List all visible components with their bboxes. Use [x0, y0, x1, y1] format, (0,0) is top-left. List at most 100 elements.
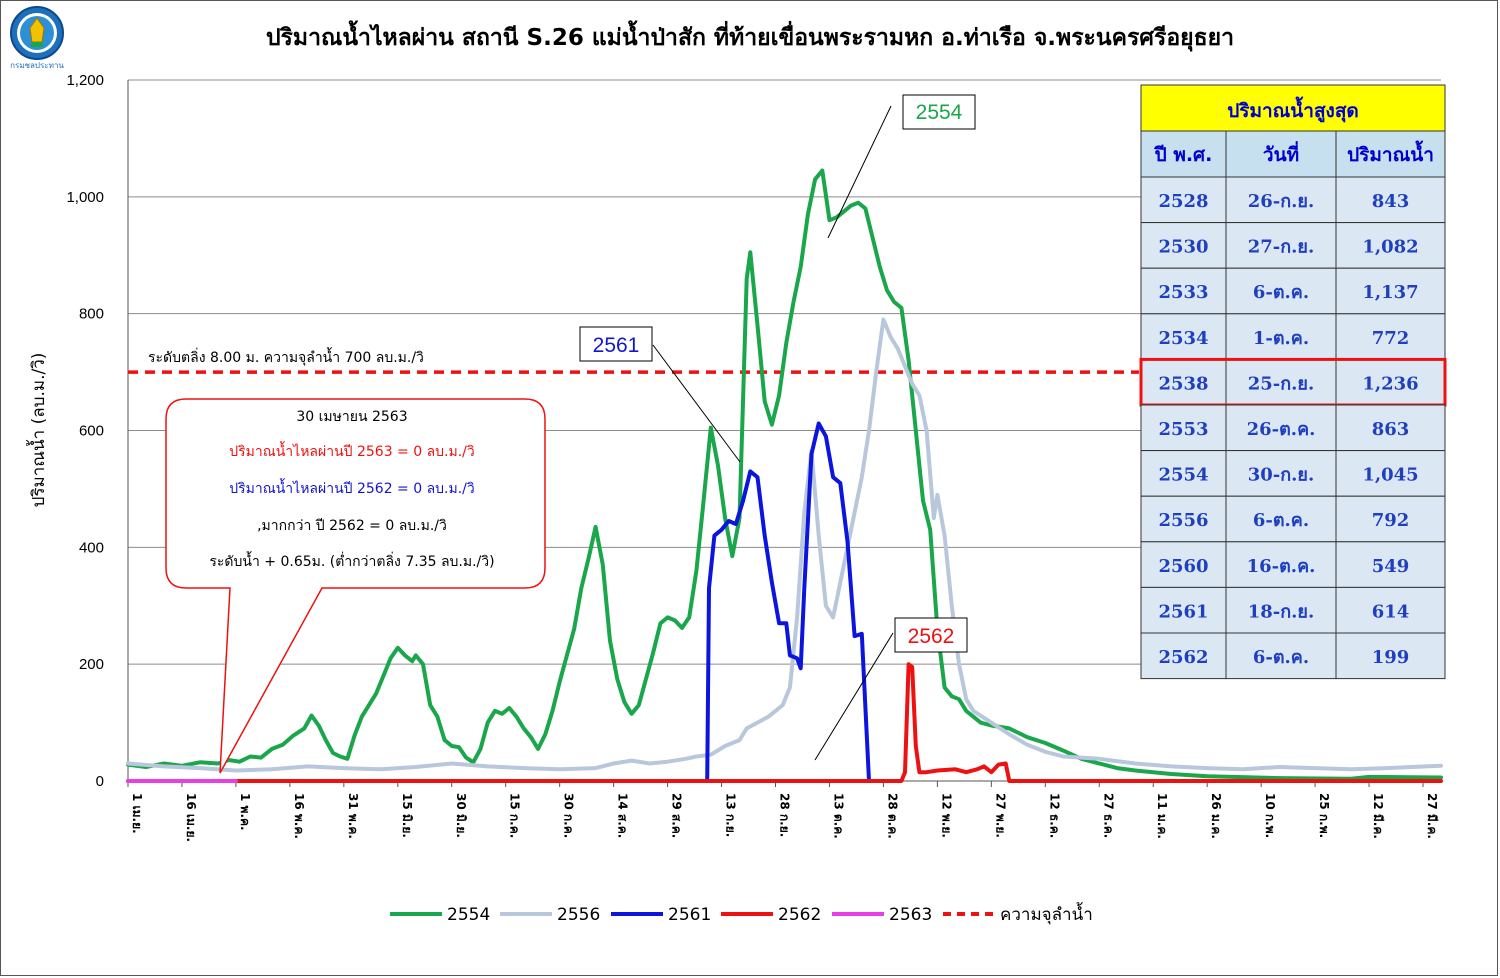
callout-flow-2562: ปริมาณน้ำไหลผ่านปี 2562 = 0 ลบ.ม./วิ — [229, 478, 475, 497]
table-cell-value: 2562 — [1158, 647, 1208, 668]
series-2554-line — [126, 168, 1443, 781]
threshold-label: ระดับตลิ่ง 8.00 ม. ความจุลำน้ำ 700 ลบ.ม.… — [148, 347, 424, 366]
legend: 2554 2556 2561 2562 2563 ความจุลำน้ำ — [390, 902, 1093, 925]
table-cell — [1335, 404, 1446, 452]
legend-label: 2563 — [889, 905, 932, 925]
y-tick-label: 0 — [96, 773, 104, 790]
table-cell — [1335, 586, 1446, 634]
x-tick-label: 12 ธ.ค. — [1047, 793, 1061, 838]
table-cell-value: 16-ต.ค. — [1247, 556, 1316, 577]
table-header-cell — [1335, 130, 1446, 178]
y-tick-label: 200 — [79, 656, 104, 673]
y-tick-label: 800 — [79, 306, 104, 323]
x-tick-label: 13 ต.ค. — [831, 793, 845, 839]
table-cell — [1140, 358, 1227, 406]
y-axis-label: ปริมาณน้ำ (ลบ.ม./วิ) — [26, 353, 49, 508]
table-header-label: ปริมาณน้ำ — [1347, 140, 1434, 166]
series-2556-line — [126, 317, 1443, 773]
table-cell — [1225, 176, 1337, 224]
series-2561-line — [705, 421, 871, 783]
tag-2562-label: 2562 — [908, 625, 955, 648]
callout-box: 30 เมษายน 2563 ปริมาณน้ำไหลผ่านปี 2563 =… — [165, 398, 546, 774]
table-cell — [1140, 541, 1227, 588]
x-axis-ticks: 1 เม.ย. 16 เม.ย. 1 พ.ค. 16 พ.ค. 31 พ.ค. 15 มิ… — [127, 781, 1439, 842]
table-cell-value: 30-ก.ย. — [1248, 465, 1315, 486]
table-cell — [1225, 267, 1337, 315]
table-cell — [1335, 358, 1446, 406]
logo-icon — [10, 6, 64, 60]
tag-2554: 2554 — [827, 94, 976, 239]
table-cell-value: 1,236 — [1362, 373, 1418, 394]
max-flow-table: ปริมาณน้ำสูงสุด ปี พ.ศ. วันที่ ปริมาณน้ำ 25… — [1139, 84, 1447, 680]
x-tick-label: 31 พ.ค. — [346, 793, 360, 839]
legend-label: ความจุลำน้ำ — [1000, 902, 1093, 925]
table-cell-value: 25-ก.ย. — [1248, 373, 1315, 394]
table-cell-value: 2553 — [1158, 419, 1208, 440]
x-tick-label: 10 ก.พ. — [1263, 793, 1277, 838]
legend-label: 2561 — [668, 905, 711, 925]
table-cell — [1140, 495, 1227, 543]
y-tick-label: 600 — [79, 423, 104, 440]
x-tick-label: 29 ส.ค. — [670, 793, 684, 838]
table-cell-value: 2533 — [1158, 282, 1208, 303]
table-cell — [1335, 495, 1446, 543]
series-2562-line — [126, 662, 1443, 783]
table-cell — [1225, 586, 1337, 634]
series-group — [126, 168, 1443, 783]
table-cell — [1225, 450, 1337, 497]
tag-2561-label: 2561 — [593, 334, 640, 357]
table-header-label: ปี พ.ศ. — [1154, 144, 1212, 166]
x-tick-label: 27 มี.ค. — [1425, 793, 1439, 839]
table-cell-value: 2561 — [1158, 601, 1208, 622]
x-tick-label: 1 เม.ย. — [130, 793, 144, 834]
x-tick-label: 25 ก.พ. — [1317, 793, 1331, 838]
table-cell — [1335, 450, 1446, 497]
table-cell-value: 863 — [1372, 419, 1410, 440]
x-tick-label: 30 มิ.ย. — [454, 793, 468, 838]
x-tick-label: 14 ส.ค. — [616, 793, 630, 838]
table-cell-value: 26-ก.ย. — [1248, 191, 1315, 212]
x-tick-label: 27 พ.ย. — [993, 793, 1007, 838]
table-cell-value: 2560 — [1158, 556, 1208, 577]
x-tick-label: 30 ก.ค. — [562, 793, 576, 838]
table-cell-value: 1,045 — [1362, 465, 1418, 486]
legend-label: 2554 — [447, 905, 490, 925]
table-cell-value: 1-ต.ค. — [1253, 328, 1309, 349]
table-cell-value: 792 — [1372, 510, 1410, 531]
x-tick-label: 11 ม.ค. — [1155, 793, 1169, 839]
chart-title: ปริมาณน้ำไหลผ่าน สถานี S.26 แม่น้ำป่าสัก… — [266, 20, 1234, 52]
table-cell — [1140, 222, 1227, 269]
table-cell-value: 26-ต.ค. — [1247, 419, 1316, 440]
x-tick-label: 1 พ.ค. — [238, 793, 252, 831]
table-cell-value: 6-ต.ค. — [1253, 647, 1309, 668]
table-cell — [1225, 222, 1337, 269]
x-tick-label: 16 พ.ค. — [292, 793, 306, 839]
table-title: ปริมาณน้ำสูงสุด — [1227, 96, 1359, 123]
tag-2562: 2562 — [814, 617, 968, 761]
table-header-label: วันที่ — [1263, 141, 1299, 166]
table-cell-value: 1,082 — [1362, 237, 1418, 258]
table-cell-value: 6-ต.ค. — [1253, 282, 1309, 303]
callout-level: ระดับน้ำ + 0.65ม. (ต่ำกว่าตลิ่ง 7.35 ลบ.… — [209, 551, 494, 570]
table-cell — [1140, 404, 1227, 452]
tag-2561: 2561 — [579, 326, 741, 463]
logo-text: กรมชลประทาน — [10, 61, 64, 70]
table-cell — [1335, 632, 1446, 680]
table-cell-value: 199 — [1372, 647, 1410, 668]
x-tick-label: 12 มี.ค. — [1371, 793, 1385, 839]
table-cell-value: 2528 — [1158, 191, 1208, 212]
table-cell-value: 549 — [1372, 556, 1410, 577]
x-tick-label: 16 เม.ย. — [184, 793, 198, 842]
table-cell — [1335, 267, 1446, 315]
x-tick-label: 27 ธ.ค. — [1101, 793, 1115, 838]
y-tick-label: 1,000 — [66, 189, 104, 206]
table-cell-value: 843 — [1372, 191, 1410, 212]
table-header-cell — [1225, 130, 1337, 178]
table-cell-value: 2556 — [1158, 510, 1208, 531]
table-cell — [1335, 222, 1446, 269]
callout-date: 30 เมษายน 2563 — [296, 409, 407, 425]
tag-2554-label: 2554 — [916, 101, 963, 124]
table-cell — [1225, 541, 1337, 588]
